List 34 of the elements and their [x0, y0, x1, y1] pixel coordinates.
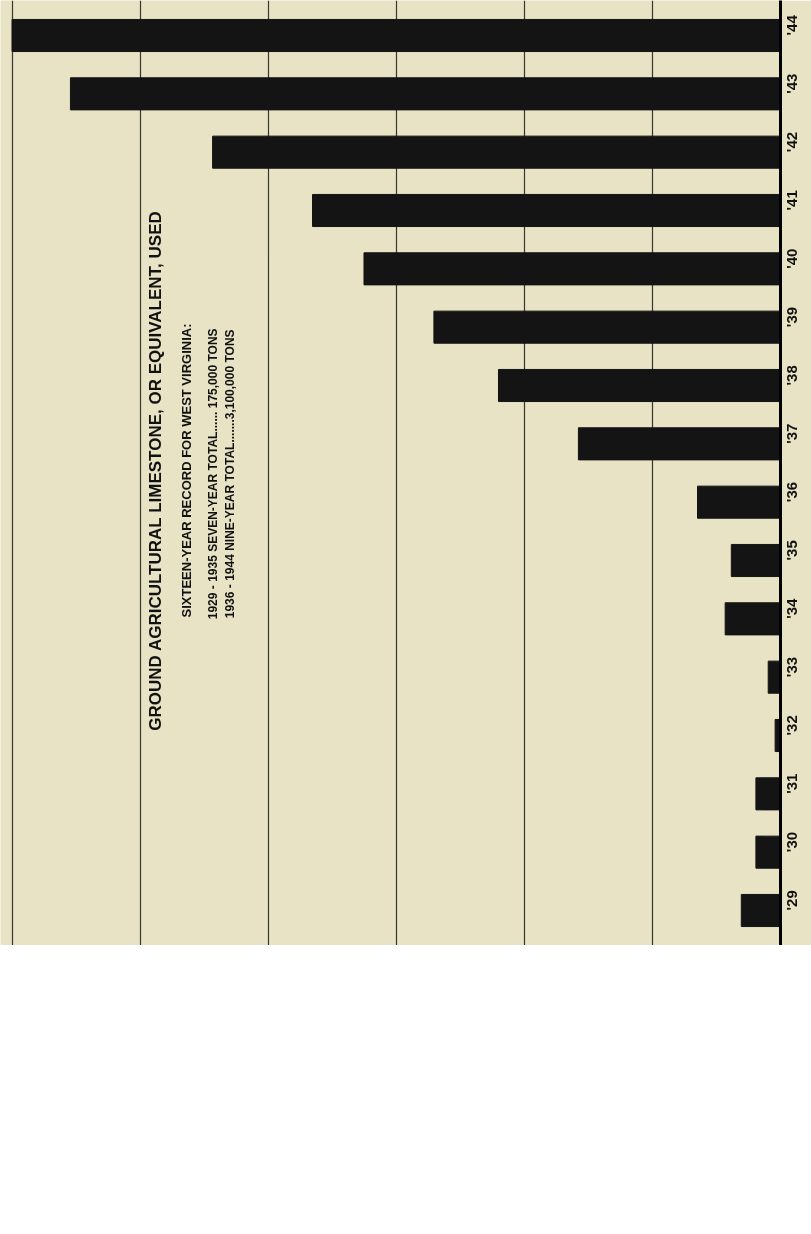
text: SIXTEEN-YEAR RECORD FOR WEST VIRGINIA:: [179, 323, 194, 618]
text: GROUND AGRICULTURAL LIMESTONE, OR EQUIVALENT, USED: [146, 211, 165, 731]
y-tick-label: '30: [783, 831, 800, 853]
bar: [497, 368, 781, 403]
y-tick-label: '40: [783, 248, 800, 269]
y-tick-label: '38: [783, 365, 800, 386]
y-tick-label: '34: [783, 597, 800, 619]
y-tick-label: '43: [783, 73, 800, 94]
bar: [577, 427, 781, 461]
y-tick-label: '42: [783, 131, 800, 153]
y-tick-label: '35: [783, 540, 800, 561]
bar: [312, 193, 781, 228]
y-tick-label: '44: [783, 14, 800, 36]
y-tick-label: '37: [783, 423, 800, 444]
bar: [363, 252, 781, 286]
bar: [730, 543, 781, 578]
bar: [724, 602, 781, 636]
y-tick-label: '31: [783, 773, 800, 794]
y-tick-label: '33: [783, 656, 800, 678]
annotation: 1936 - 1944 NINE-YEAR TOTAL.......3,100,000 TONS: [222, 329, 237, 619]
y-tick-label: '39: [783, 306, 800, 328]
bar: [212, 135, 781, 169]
bar: [11, 18, 781, 53]
annotation: 1929 - 1935 SEVEN-YEAR TOTAL...... 175,000 TONS: [205, 328, 220, 620]
y-tick-label: '36: [783, 481, 800, 503]
y-tick-label: '32: [783, 715, 800, 736]
bar: [740, 893, 781, 928]
bar: [755, 835, 781, 869]
bar: [755, 777, 781, 811]
bar: [697, 485, 781, 519]
y-tick-label: '41: [783, 190, 800, 211]
bar: [69, 77, 781, 111]
bar: [433, 310, 781, 344]
y-tick-label: '29: [783, 890, 800, 911]
